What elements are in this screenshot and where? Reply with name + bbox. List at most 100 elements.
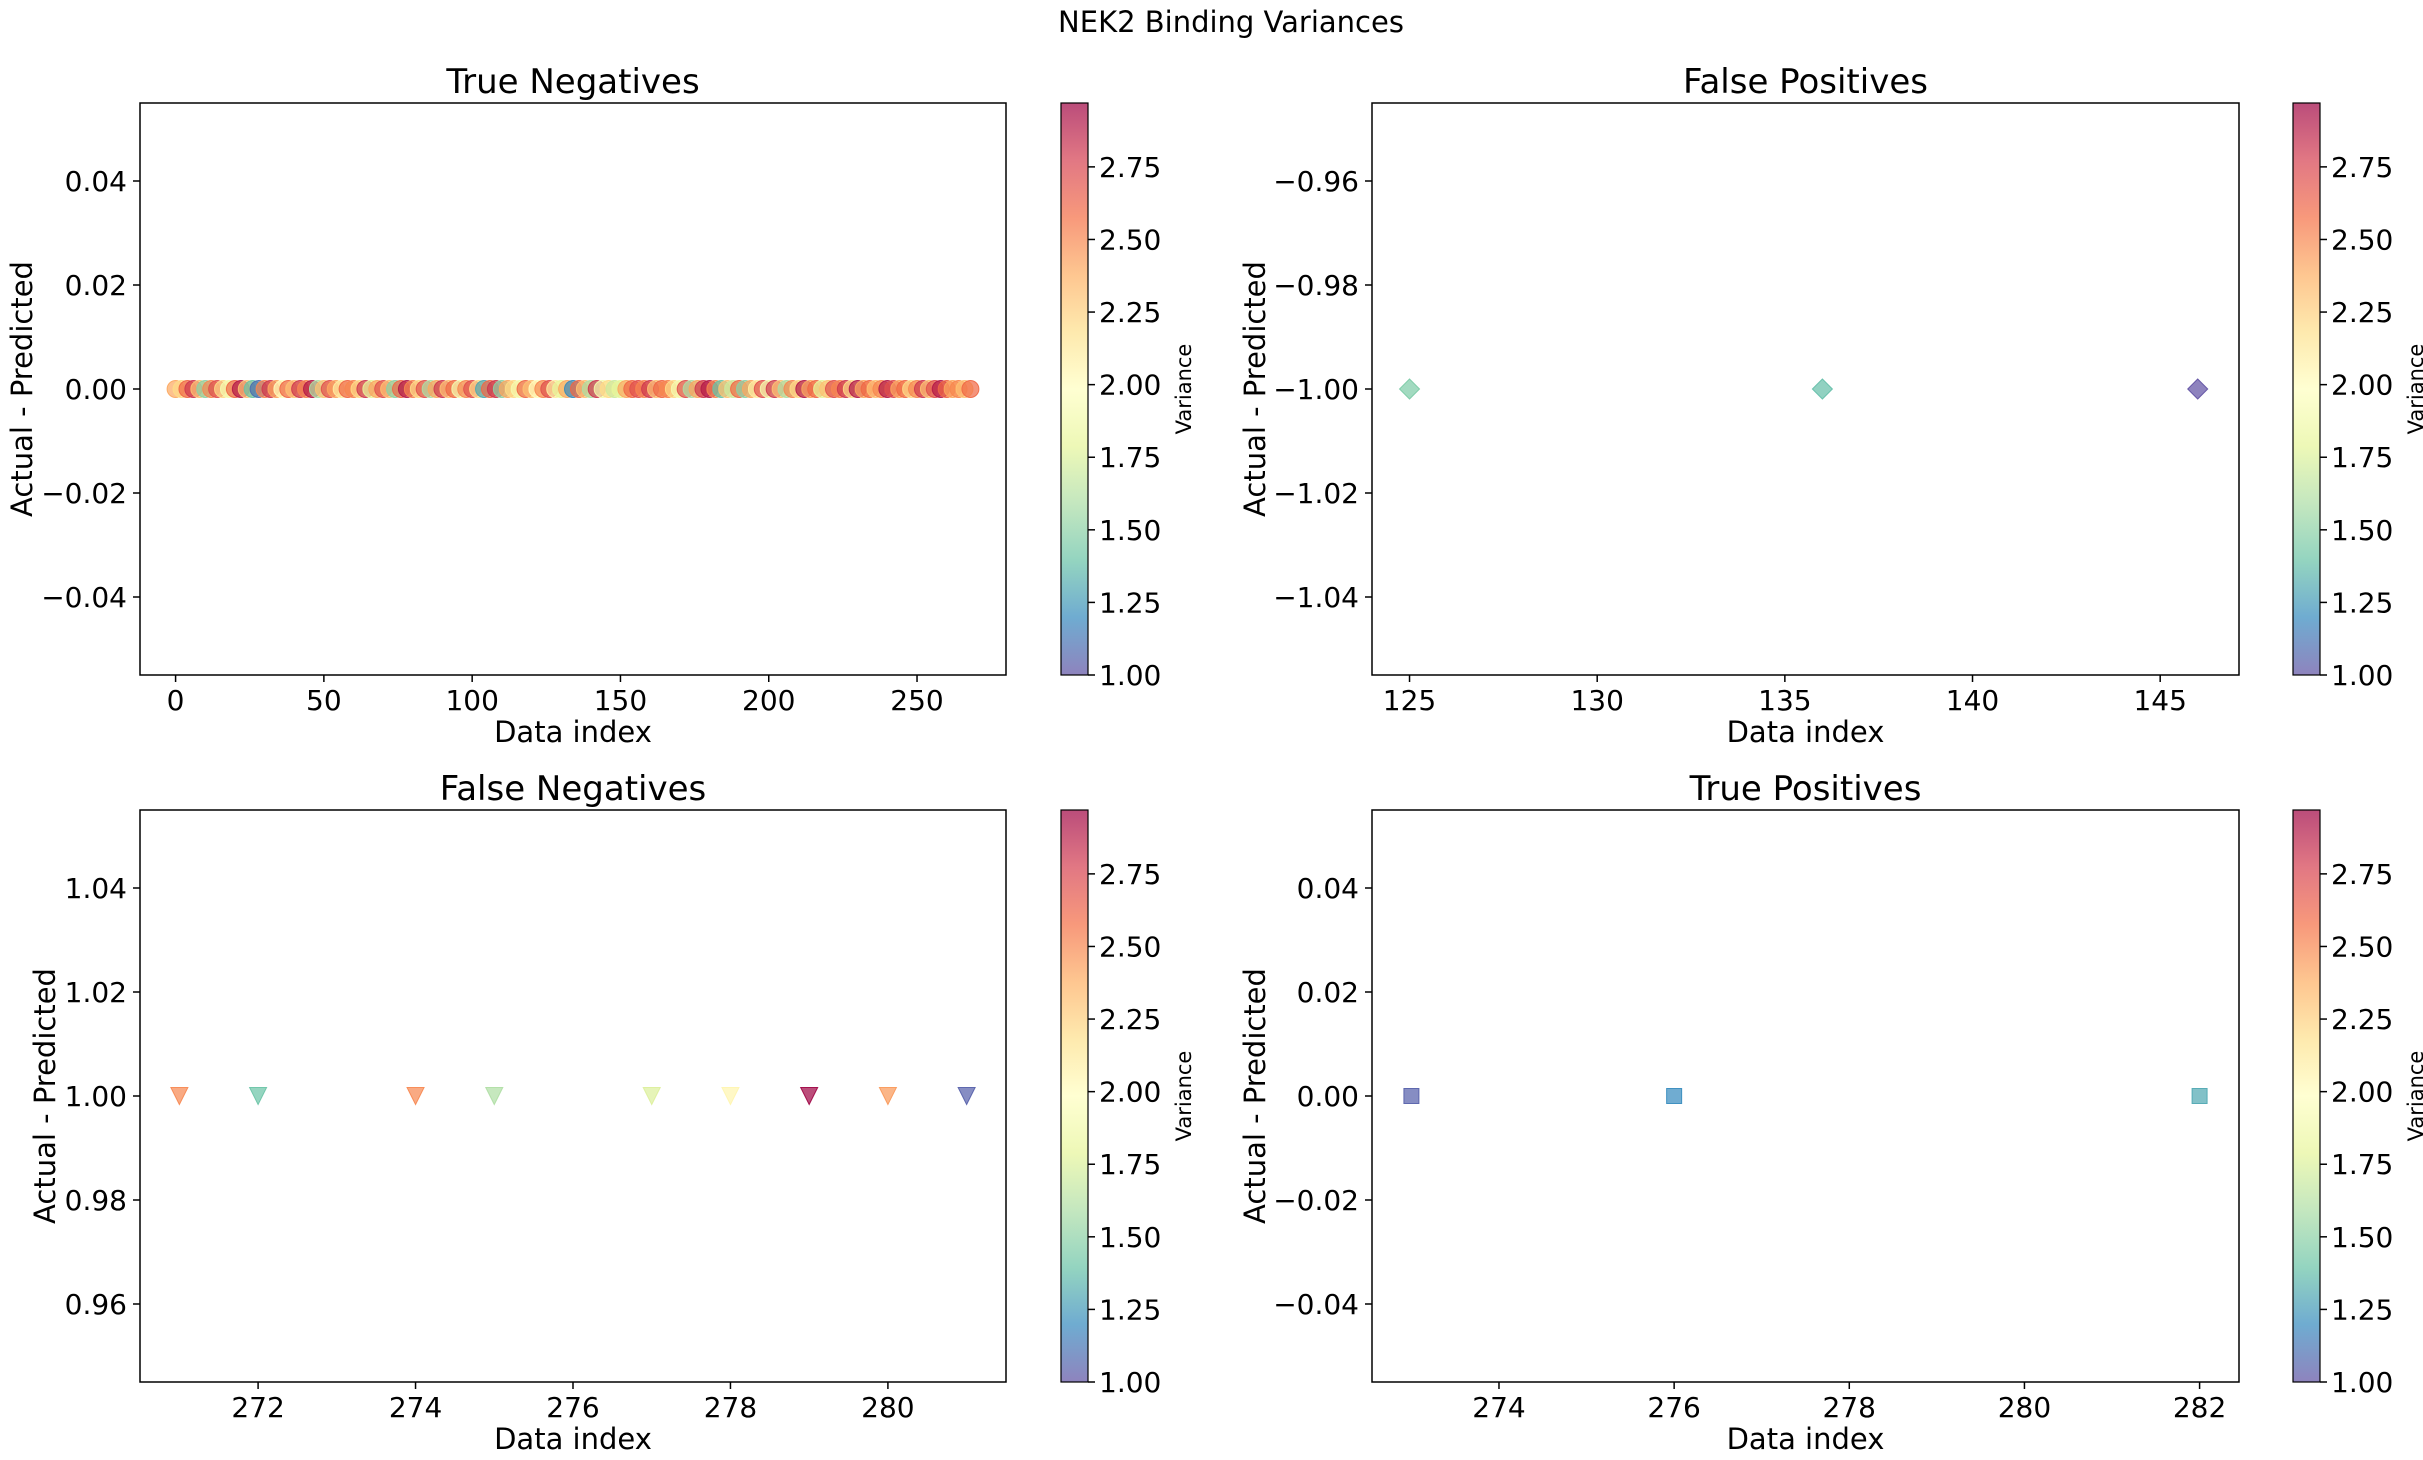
data-point	[406, 1087, 425, 1106]
y-tick-label: 1.04	[65, 872, 127, 905]
colorbar: 1.00 1.25 1.50 1.75 2.00 2.25 2.50 2.75 Variance	[2292, 102, 2423, 692]
y-tick-label: 0.02	[1297, 976, 1359, 1009]
data-point	[170, 1087, 189, 1106]
colorbar-tick-label: 2.75	[1099, 151, 1161, 184]
x-tick-label: 276	[546, 1391, 599, 1424]
x-axis-label: Data index	[494, 715, 652, 749]
x-axis-label: Data index	[494, 1422, 652, 1456]
y-tick-label: −0.02	[41, 477, 127, 510]
y-tick-label: −1.00	[1273, 373, 1359, 406]
y-tick-label: 0.02	[65, 269, 127, 302]
colorbar-tick-label: 1.75	[2331, 441, 2393, 474]
data-point	[721, 1087, 740, 1106]
chart-panel-3: False Negatives 272 274 276 278 280 0.96 0.98 1.…	[28, 769, 1196, 1456]
x-tick-label: 280	[1998, 1391, 2051, 1424]
colorbar-tick-label: 2.00	[1099, 369, 1161, 402]
chart-title: True Positives	[1689, 769, 1922, 809]
data-point	[961, 380, 980, 398]
colorbar-tick-label: 2.00	[1099, 1076, 1161, 1109]
y-tick-label: −1.04	[1273, 581, 1359, 614]
x-tick-label: 250	[890, 684, 943, 717]
x-tick-label: 135	[1758, 684, 1811, 717]
colorbar-tick-label: 1.25	[1099, 586, 1161, 619]
colorbar-tick-label: 1.00	[2331, 659, 2393, 692]
y-axis-label: Actual - Predicted	[1238, 968, 1272, 1224]
colorbar-tick-label: 2.50	[2331, 223, 2393, 256]
data-points	[1398, 378, 2209, 400]
colorbar-tick-label: 1.00	[1099, 659, 1161, 692]
colorbar-tick-label: 2.25	[1099, 1003, 1161, 1036]
plot-area-frame	[139, 102, 1007, 676]
data-point	[2187, 378, 2209, 400]
data-point	[1403, 1088, 1420, 1104]
colorbar-bar	[1060, 102, 1089, 676]
data-point	[2191, 1088, 2208, 1104]
colorbar-tick-label: 1.75	[1099, 441, 1161, 474]
data-points	[166, 380, 980, 398]
x-tick-label: 0	[167, 684, 185, 717]
y-tick-label: −1.02	[1273, 477, 1359, 510]
colorbar-tick-label: 1.50	[1099, 514, 1161, 547]
x-tick-label: 274	[389, 1391, 442, 1424]
chart-panel-4: True Positives 274 276 278 280 282 −0.04 −0.02 0…	[1238, 769, 2423, 1456]
data-point	[248, 1087, 268, 1106]
chart-title: False Negatives	[440, 769, 706, 809]
chart-panel-1: True Negatives 0 50 100 150 200 250 −0.04 −0.02 0…	[5, 62, 1196, 749]
colorbar-bar	[2292, 809, 2321, 1383]
y-axis-label: Actual - Predicted	[1238, 261, 1272, 517]
x-tick-label: 274	[1472, 1391, 1525, 1424]
colorbar: 1.00 1.25 1.50 1.75 2.00 2.25 2.50 2.75 Variance	[1060, 809, 1196, 1399]
data-points	[170, 1087, 976, 1106]
x-tick-label: 278	[1823, 1391, 1876, 1424]
plot-area-frame	[139, 809, 1007, 1383]
colorbar-bar	[2292, 102, 2321, 676]
x-tick-label: 145	[2133, 684, 2186, 717]
y-tick-label: 0.04	[65, 165, 127, 198]
x-axis-label: Data index	[1727, 1422, 1885, 1456]
colorbar-tick-label: 1.25	[2331, 586, 2393, 619]
chart-title: True Negatives	[445, 62, 699, 102]
x-tick-label: 276	[1647, 1391, 1700, 1424]
y-tick-label: −0.96	[1273, 165, 1359, 198]
colorbar: 1.00 1.25 1.50 1.75 2.00 2.25 2.50 2.75 Variance	[1060, 102, 1196, 692]
colorbar-tick-label: 1.00	[2331, 1366, 2393, 1399]
x-axis-label: Data index	[1727, 715, 1885, 749]
y-tick-label: 1.00	[65, 1080, 127, 1113]
x-tick-label: 140	[1946, 684, 1999, 717]
plot-area-frame	[1371, 102, 2240, 676]
colorbar-tick-label: 2.75	[2331, 858, 2393, 891]
colorbar-tick-label: 2.50	[2331, 930, 2393, 963]
x-tick-label: 100	[445, 684, 498, 717]
colorbar-tick-label: 1.25	[1099, 1293, 1161, 1326]
data-point	[957, 1087, 976, 1106]
colorbar-tick-label: 2.00	[2331, 1076, 2393, 1109]
colorbar-label: Variance	[1172, 1051, 1196, 1142]
data-point	[1811, 378, 1834, 400]
x-tick-label: 282	[2173, 1391, 2226, 1424]
colorbar-tick-label: 1.75	[1099, 1148, 1161, 1181]
y-tick-label: 0.98	[65, 1184, 127, 1217]
y-tick-label: 0.00	[1297, 1080, 1359, 1113]
x-tick-label: 50	[306, 684, 342, 717]
x-tick-label: 272	[231, 1391, 284, 1424]
colorbar-tick-label: 2.25	[2331, 296, 2393, 329]
y-tick-label: −0.98	[1273, 269, 1359, 302]
colorbar-label: Variance	[2404, 1051, 2423, 1142]
data-point	[642, 1087, 662, 1106]
x-tick-label: 150	[594, 684, 647, 717]
y-tick-label: −0.04	[1273, 1288, 1359, 1321]
colorbar-tick-label: 2.75	[2331, 151, 2393, 184]
data-point	[799, 1087, 819, 1106]
colorbar-tick-label: 2.25	[2331, 1003, 2393, 1036]
colorbar-label: Variance	[1172, 344, 1196, 435]
data-point	[1666, 1088, 1683, 1104]
y-axis-label: Actual - Predicted	[5, 261, 39, 517]
colorbar-tick-label: 2.25	[1099, 296, 1161, 329]
chart-panel-2: False Positives 125 130 135 140 145 −1.04 −1.02…	[1238, 62, 2423, 749]
colorbar-tick-label: 2.50	[1099, 223, 1161, 256]
y-tick-label: 0.96	[65, 1288, 127, 1321]
colorbar-tick-label: 2.50	[1099, 930, 1161, 963]
data-point	[878, 1087, 898, 1106]
y-axis-label: Actual - Predicted	[28, 968, 62, 1224]
